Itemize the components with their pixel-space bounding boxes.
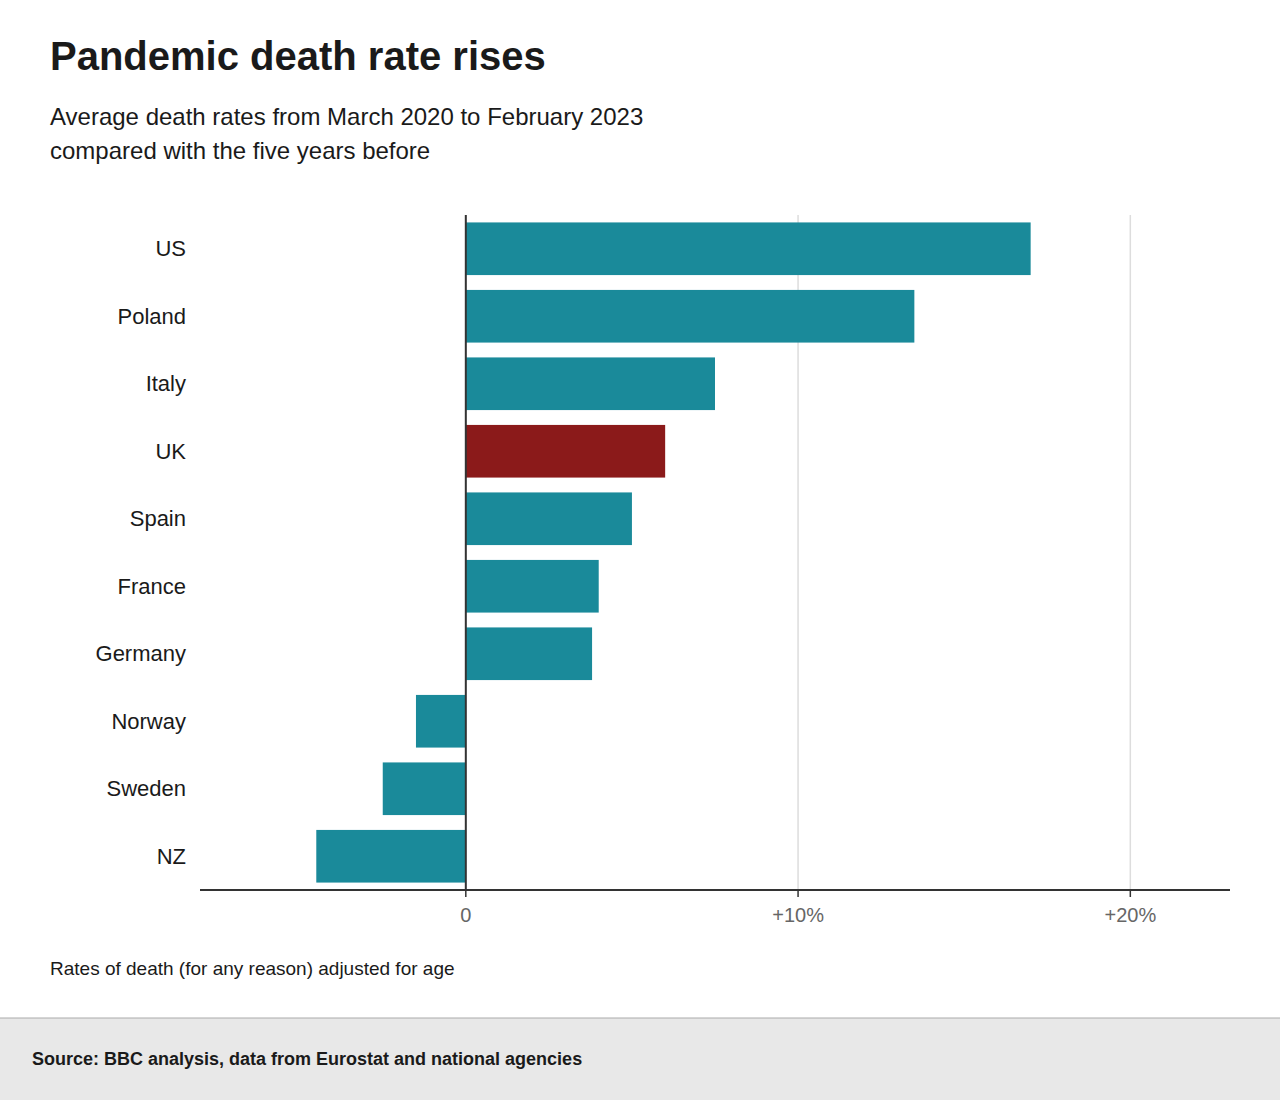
- bar: [316, 830, 466, 883]
- category-label: Sweden: [106, 776, 186, 801]
- x-axis-line: [200, 889, 1230, 891]
- bar: [416, 695, 466, 748]
- source-separator: [0, 1018, 1280, 1019]
- category-label: Spain: [130, 506, 186, 531]
- grid-line: [465, 215, 467, 890]
- title: Pandemic death rate rises: [50, 34, 546, 78]
- category-label: Italy: [146, 371, 186, 396]
- x-tick: [1130, 890, 1132, 897]
- zero-line: [465, 215, 467, 890]
- x-tick: [797, 890, 799, 897]
- bar: [466, 492, 632, 545]
- bar: [383, 762, 466, 815]
- bar: [466, 627, 592, 680]
- category-label: Norway: [111, 709, 186, 734]
- grid: [466, 215, 1131, 890]
- chart-container: Pandemic death rate rises Average death r…: [0, 0, 1280, 1100]
- chart-svg: Pandemic death rate rises Average death r…: [0, 0, 1280, 1100]
- category-label: France: [118, 574, 186, 599]
- subtitle: compared with the five years before: [50, 137, 430, 164]
- bars: [316, 222, 1030, 882]
- category-label: US: [155, 236, 186, 261]
- category-label: Germany: [96, 641, 186, 666]
- background: [0, 0, 1280, 1100]
- category-label: Poland: [117, 304, 186, 329]
- x-tick-label: +10%: [772, 904, 824, 926]
- bar: [466, 222, 1031, 275]
- bar: [466, 560, 599, 613]
- x-tick: [465, 890, 467, 897]
- source: Source: BBC analysis, data from Eurostat…: [32, 1049, 582, 1069]
- bar: [466, 290, 915, 343]
- footnote: Rates of death (for any reason) adjusted…: [50, 958, 455, 979]
- category-label: UK: [155, 439, 186, 464]
- grid-line: [1130, 215, 1132, 890]
- bar: [466, 425, 665, 478]
- source-bar: [0, 1018, 1280, 1100]
- category-label: NZ: [157, 844, 186, 869]
- x-tick-label: +20%: [1104, 904, 1156, 926]
- bar: [466, 357, 715, 410]
- x-tick-label: 0: [460, 904, 471, 926]
- subtitle: Average death rates from March 2020 to F…: [50, 103, 643, 130]
